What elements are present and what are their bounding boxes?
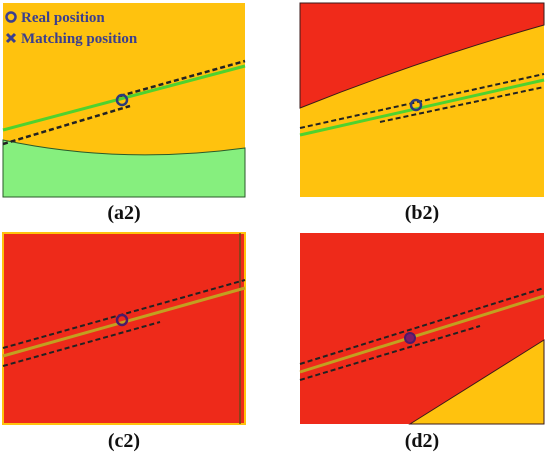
panel-label: (a2) <box>107 202 140 224</box>
matching-line <box>379 86 545 123</box>
panel-c2 <box>2 232 246 425</box>
panel-label: (b2) <box>405 202 439 224</box>
matching-line <box>299 287 545 365</box>
region <box>408 339 545 425</box>
real-position-marker <box>404 332 416 344</box>
matching-line <box>2 321 161 367</box>
panel-d2 <box>299 233 545 425</box>
region <box>2 139 246 198</box>
region <box>299 2 545 109</box>
legend-marker <box>5 32 17 44</box>
panel-b2 <box>299 2 545 197</box>
real-position-marker <box>409 98 423 112</box>
panel-label: (d2) <box>405 430 439 452</box>
matching-line <box>2 279 246 349</box>
panel-background <box>2 232 246 425</box>
legend-marker <box>5 11 17 23</box>
matching-line <box>119 59 246 98</box>
real-line <box>2 286 246 358</box>
real-line <box>299 78 545 137</box>
matching-line <box>299 73 545 129</box>
panel-a2: Real position Matching position <box>2 3 246 198</box>
real-position-marker <box>115 313 129 327</box>
real-position-marker <box>115 93 129 107</box>
real-line <box>2 64 246 132</box>
real-line <box>299 294 545 374</box>
legend-label: Real position <box>21 10 105 26</box>
legend-label: Matching position <box>21 31 138 47</box>
matching-line <box>2 104 131 146</box>
matching-line <box>299 325 481 381</box>
panel-label: (c2) <box>108 430 140 452</box>
